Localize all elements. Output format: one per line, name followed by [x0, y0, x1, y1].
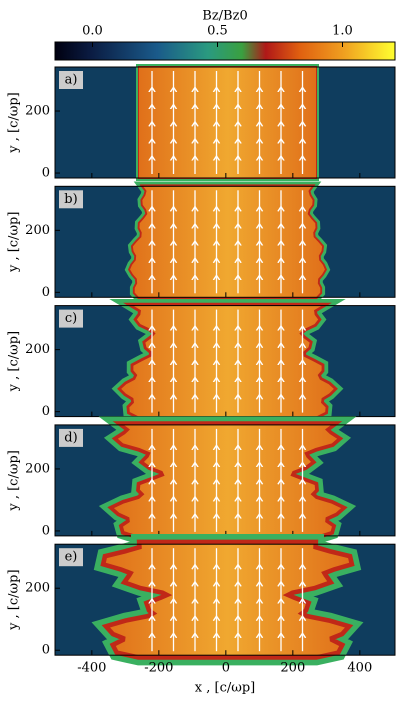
- panel: c) y , [c/ωp] 0 200: [7, 299, 396, 424]
- y-tick-label: 200: [25, 461, 50, 476]
- panel: d) y , [c/ωp] 0 200: [7, 416, 396, 545]
- panel-label: a): [65, 73, 78, 88]
- colorbar-tick-label: 0.0: [82, 24, 103, 39]
- x-tick-label: 200: [280, 661, 305, 676]
- panel-frame: [54, 185, 396, 298]
- panel: b) y , [c/ωp] 0 200: [7, 181, 396, 303]
- y-axis-label: y , [c/ωp]: [7, 212, 22, 273]
- panel-label: b): [64, 192, 77, 207]
- y-axis-label: y , [c/ωp]: [7, 569, 22, 630]
- y-axis-label: y , [c/ωp]: [7, 331, 22, 392]
- panel-label-box: [59, 309, 83, 328]
- y-tick-label: 0: [42, 166, 50, 181]
- colorbar-tick-label: 1.0: [332, 24, 353, 39]
- current-sheet: [130, 186, 325, 298]
- panel-label: e): [65, 550, 78, 565]
- panel-label-box: [59, 548, 83, 567]
- panel-label-box: [59, 71, 83, 89]
- panel-label: c): [65, 311, 77, 326]
- y-tick-label: 200: [25, 581, 50, 596]
- y-tick-label: 0: [42, 523, 50, 538]
- y-tick-label: 0: [42, 643, 50, 658]
- x-tick-label: -400: [77, 661, 106, 676]
- y-tick-label: 200: [25, 104, 50, 119]
- y-axis-label: y , [c/ωp]: [7, 450, 22, 511]
- panel-label: d): [64, 430, 77, 445]
- x-axis-label: x , [c/ωp]: [195, 681, 255, 696]
- x-tick-label: 400: [347, 661, 372, 676]
- colorbar: [54, 41, 396, 61]
- colorbar-tick-label: 0.5: [207, 24, 228, 39]
- panel: a) y , [c/ωp] 0 200: [7, 64, 396, 181]
- panel: e) y , [c/ωp] 0 200 -400 -200 0 200 400 x , [c/ωp…: [7, 534, 396, 696]
- panel-label-box: [59, 190, 83, 209]
- x-tick-label: -200: [144, 661, 173, 676]
- x-tick-label: 0: [222, 661, 230, 676]
- y-tick-label: 200: [25, 223, 50, 238]
- y-tick-label: 200: [25, 342, 50, 357]
- y-axis-label: y , [c/ωp]: [7, 92, 22, 153]
- panel-frame: [54, 543, 396, 656]
- y-tick-label: 0: [42, 404, 50, 419]
- current-sheet: [139, 67, 316, 178]
- colorbar-title: Bz/Bz0: [202, 9, 247, 24]
- y-tick-label: 0: [42, 285, 50, 300]
- panel-frame: [54, 66, 396, 179]
- current-sheet: [105, 544, 350, 656]
- panel-label-box: [59, 428, 83, 447]
